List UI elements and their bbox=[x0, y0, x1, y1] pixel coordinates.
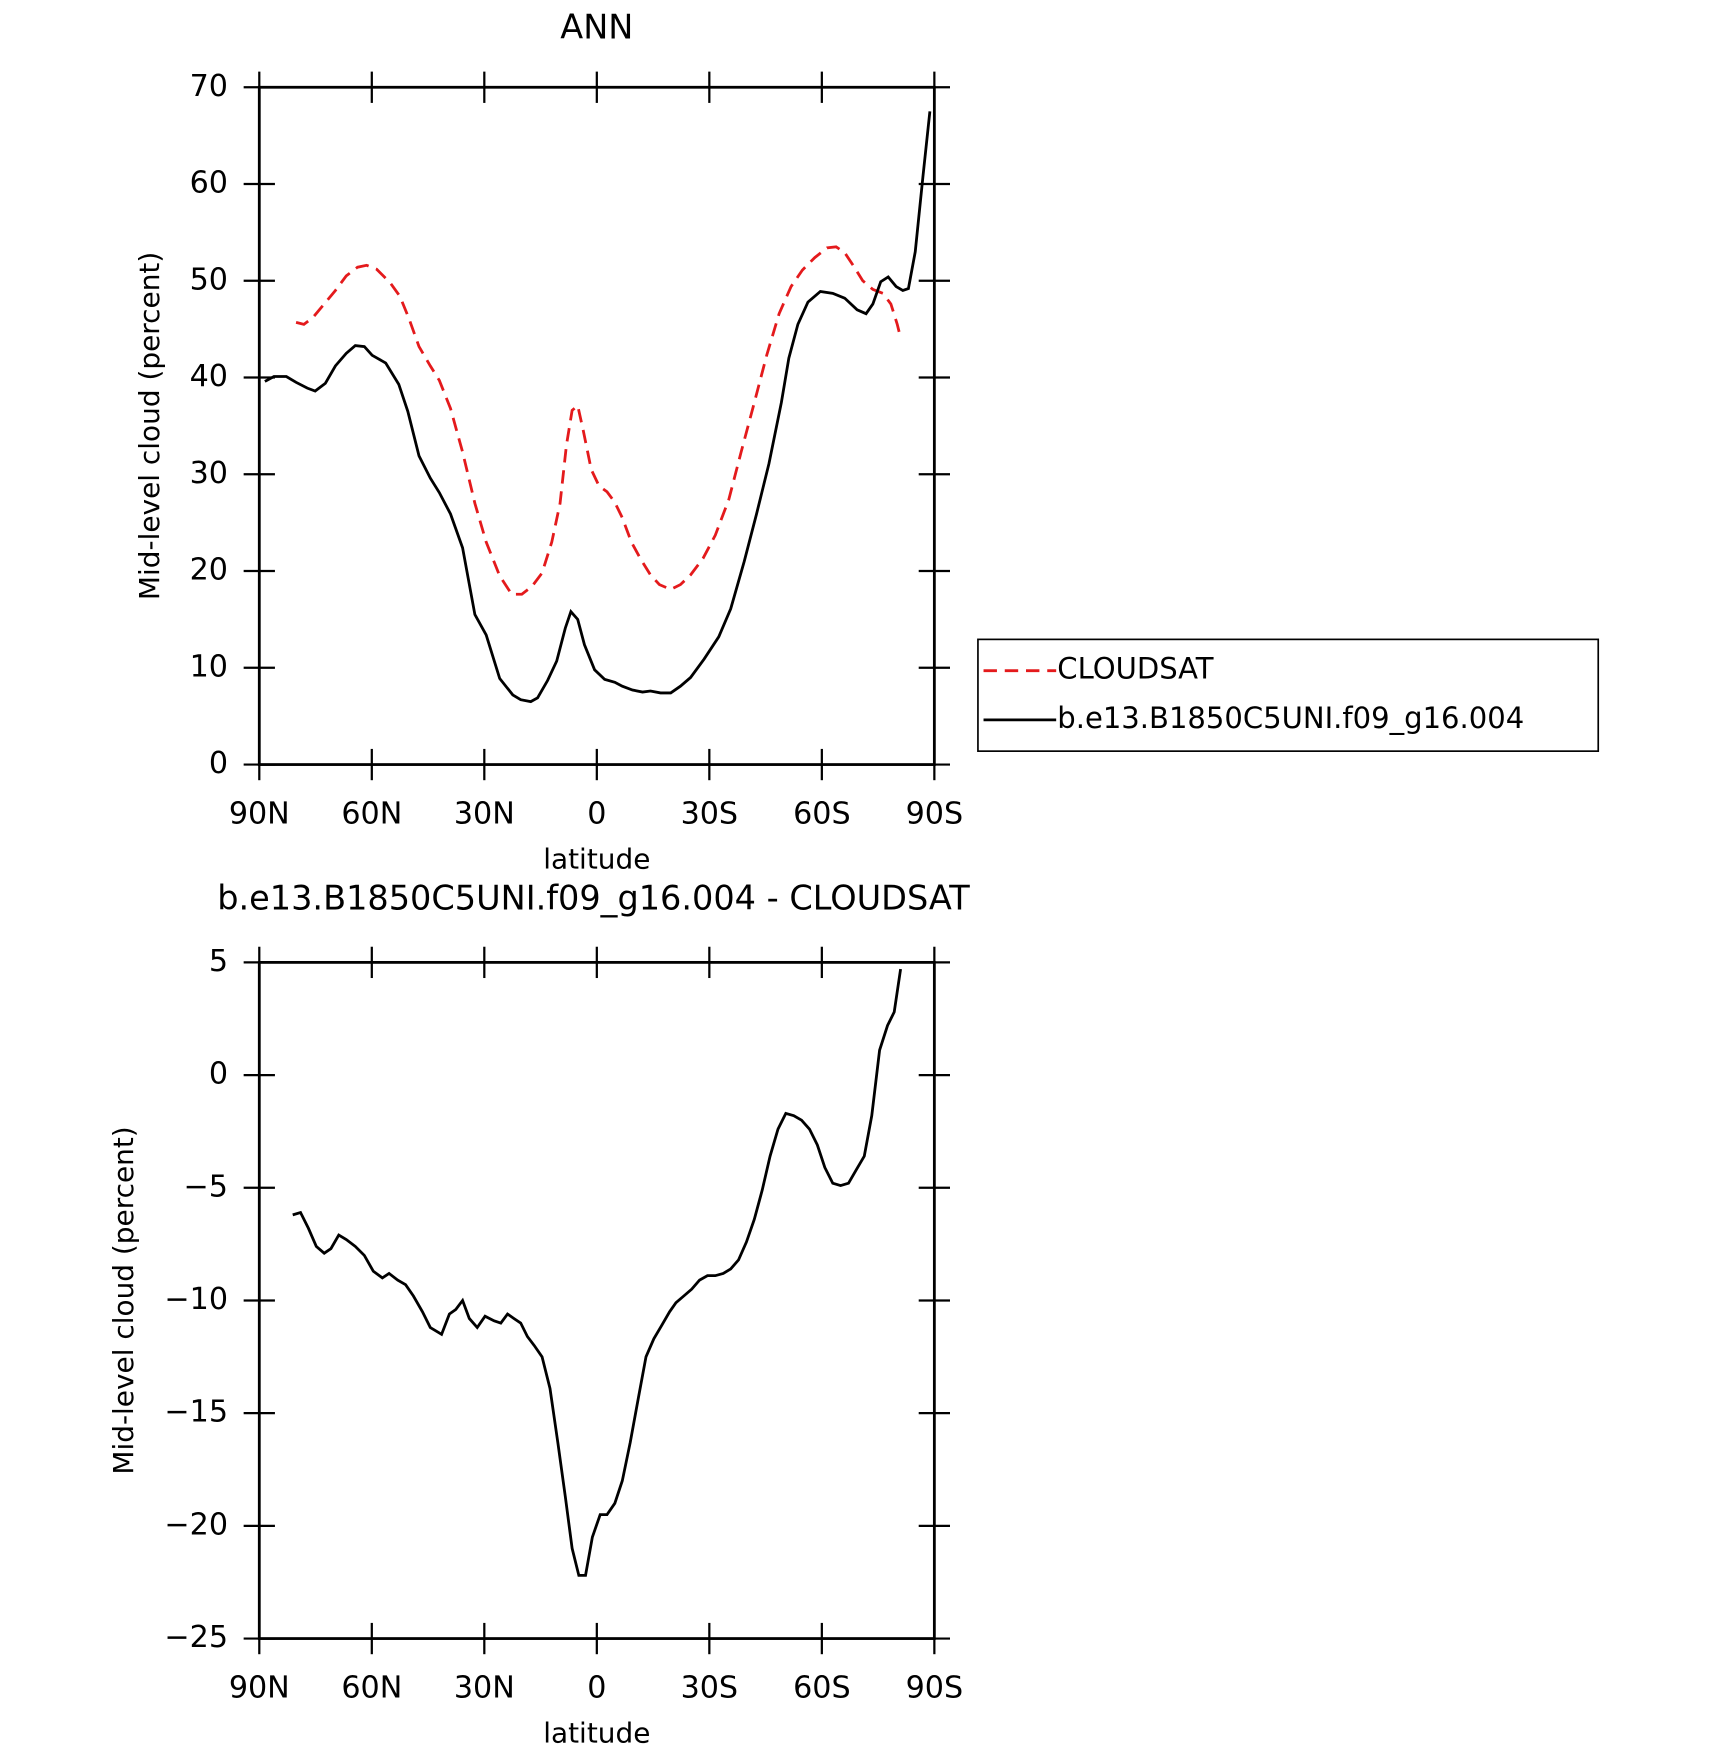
y-tick-label: 30 bbox=[190, 456, 228, 491]
x-axis-label: latitude bbox=[543, 1717, 650, 1750]
x-tick-label: 90N bbox=[229, 796, 290, 831]
x-tick-label: 90N bbox=[229, 1670, 290, 1705]
y-tick-label: 40 bbox=[190, 359, 228, 394]
data-line bbox=[295, 245, 902, 596]
chart-title: b.e13.B1850C5UNI.f09_g16.004 - CLOUDSAT bbox=[217, 878, 970, 917]
x-tick-label: 30S bbox=[681, 1670, 739, 1705]
y-tick-label: −20 bbox=[164, 1507, 228, 1542]
y-tick-label: 0 bbox=[209, 746, 228, 781]
y-tick-label: 5 bbox=[209, 944, 228, 979]
x-axis-label: latitude bbox=[543, 843, 650, 876]
x-tick-label: 0 bbox=[587, 796, 606, 831]
y-tick-label: −10 bbox=[164, 1282, 228, 1317]
y-tick-label: −25 bbox=[164, 1620, 228, 1655]
y-tick-label: −15 bbox=[164, 1395, 228, 1430]
y-axis-label: Mid-level cloud (percent) bbox=[133, 252, 166, 600]
x-tick-label: 30N bbox=[454, 1670, 515, 1705]
x-tick-label: 30S bbox=[681, 796, 739, 831]
plot-frame bbox=[257, 85, 936, 766]
y-tick-label: −5 bbox=[184, 1169, 228, 1204]
y-tick-label: 50 bbox=[190, 262, 228, 297]
x-tick-label: 60N bbox=[341, 1670, 402, 1705]
x-tick-label: 0 bbox=[587, 1670, 606, 1705]
y-tick-label: 70 bbox=[190, 69, 228, 104]
x-tick-label: 30N bbox=[454, 796, 515, 831]
x-tick-label: 60N bbox=[341, 796, 402, 831]
x-tick-label: 60S bbox=[793, 796, 851, 831]
x-tick-label: 60S bbox=[793, 1670, 851, 1705]
data-line bbox=[264, 111, 932, 704]
plot-frame bbox=[257, 960, 936, 1640]
legend-label: CLOUDSAT bbox=[1057, 652, 1214, 686]
legend-box bbox=[977, 638, 1600, 752]
chart-title: ANN bbox=[560, 8, 633, 47]
data-line bbox=[292, 968, 902, 1577]
x-tick-label: 90S bbox=[906, 796, 964, 831]
y-axis-label: Mid-level cloud (percent) bbox=[107, 1126, 140, 1474]
y-tick-label: 20 bbox=[190, 553, 228, 588]
y-tick-label: 60 bbox=[190, 166, 228, 201]
y-tick-label: 0 bbox=[209, 1057, 228, 1092]
x-tick-label: 90S bbox=[906, 1670, 964, 1705]
y-tick-label: 10 bbox=[190, 649, 228, 684]
legend-label: b.e13.B1850C5UNI.f09_g16.004 bbox=[1057, 701, 1524, 735]
